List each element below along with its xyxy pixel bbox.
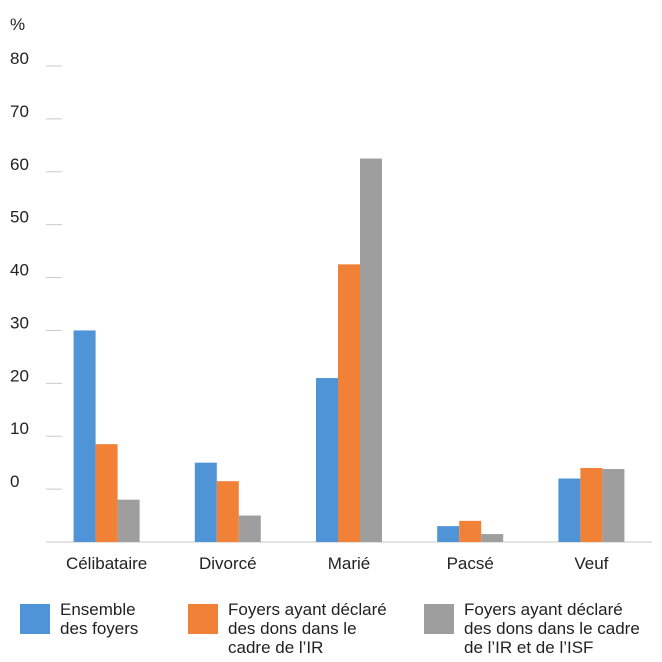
y-tick-label: 20 bbox=[10, 366, 29, 385]
x-tick-label: Veuf bbox=[574, 554, 608, 573]
bar-divorc-series-3 bbox=[238, 515, 261, 542]
legend: Ensemble des foyers Foyers ayant déclaré … bbox=[0, 600, 662, 662]
y-tick-label: 30 bbox=[10, 313, 29, 332]
bar-pacs-series-3 bbox=[481, 534, 504, 542]
y-tick-label: 50 bbox=[10, 208, 29, 227]
x-tick-label: Divorcé bbox=[199, 554, 257, 573]
y-tick-label: 60 bbox=[10, 155, 29, 174]
y-tick-label: 0 bbox=[10, 472, 19, 491]
bar-divorc-series-1 bbox=[194, 462, 217, 542]
legend-swatch bbox=[20, 604, 50, 634]
legend-item: Ensemble des foyers bbox=[20, 600, 138, 638]
legend-item: Foyers ayant déclaré des dons dans le ca… bbox=[188, 600, 387, 657]
legend-label: Foyers ayant déclaré des dons dans le ca… bbox=[464, 600, 640, 657]
bar-mari-series-3 bbox=[360, 158, 382, 543]
bar-veuf-series-3 bbox=[602, 469, 625, 542]
legend-swatch bbox=[424, 604, 454, 634]
bar-mari-series-2 bbox=[338, 264, 360, 542]
y-unit-label: % bbox=[10, 15, 25, 34]
bar-clibataire-series-1 bbox=[73, 330, 96, 542]
x-tick-label: Célibataire bbox=[66, 554, 147, 573]
y-tick-label: 10 bbox=[10, 419, 29, 438]
legend-swatch bbox=[188, 604, 218, 634]
bar-pacs-series-2 bbox=[459, 520, 482, 542]
y-tick-label: 40 bbox=[10, 261, 29, 280]
x-tick-label: Marié bbox=[328, 554, 371, 573]
legend-label: Ensemble des foyers bbox=[60, 600, 139, 638]
bar-mari-series-1 bbox=[316, 378, 338, 542]
bar-clibataire-series-2 bbox=[95, 444, 118, 542]
bar-divorc-series-2 bbox=[216, 481, 239, 542]
x-tick-label: Pacsé bbox=[447, 554, 494, 573]
legend-item: Foyers ayant déclaré des dons dans le ca… bbox=[424, 600, 640, 657]
bar-veuf-series-2 bbox=[580, 467, 603, 542]
bar-pacs-series-1 bbox=[437, 526, 460, 542]
bar-veuf-series-1 bbox=[558, 478, 581, 542]
y-tick-label: 80 bbox=[10, 49, 29, 68]
y-tick-label: 70 bbox=[10, 102, 29, 121]
bar-chart: % 0 10 20 30 40 50 60 70 80 Célibataire Divorcé Mari… bbox=[10, 15, 652, 573]
bar-clibataire-series-3 bbox=[117, 499, 140, 542]
legend-label: Foyers ayant déclaré des dons dans le ca… bbox=[228, 600, 387, 657]
